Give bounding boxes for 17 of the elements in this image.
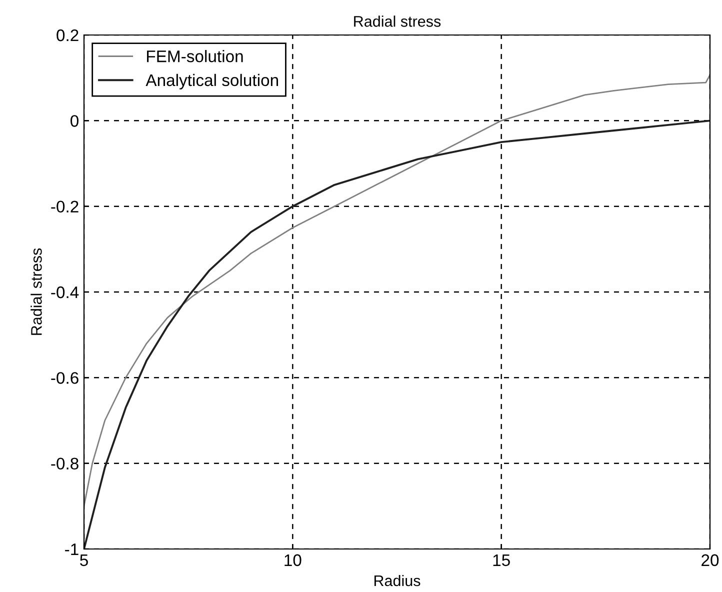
- line-series: [84, 74, 710, 507]
- x-tick-label: 10: [284, 554, 302, 566]
- y-tick-label: -0.8: [51, 458, 78, 470]
- x-tick-label: 20: [702, 554, 719, 566]
- y-tick-label: -0.2: [51, 200, 78, 213]
- x-axis-title: Radius: [374, 574, 420, 586]
- y-tick-label: -1: [65, 544, 78, 556]
- chart-title: Radial stress: [354, 16, 441, 27]
- legend-label: Analytical solution: [146, 74, 278, 90]
- y-axis-title: Radial stress: [30, 248, 42, 335]
- legend-label: FEM-solution: [147, 50, 243, 62]
- y-tick-label: -0.6: [51, 372, 78, 384]
- x-tick-label: 15: [493, 554, 510, 566]
- y-tick-label: 0.2: [56, 29, 78, 42]
- x-tick-label: 5: [80, 554, 88, 566]
- y-tick-label: 0: [70, 115, 78, 127]
- y-tick-label: -0.4: [51, 286, 79, 298]
